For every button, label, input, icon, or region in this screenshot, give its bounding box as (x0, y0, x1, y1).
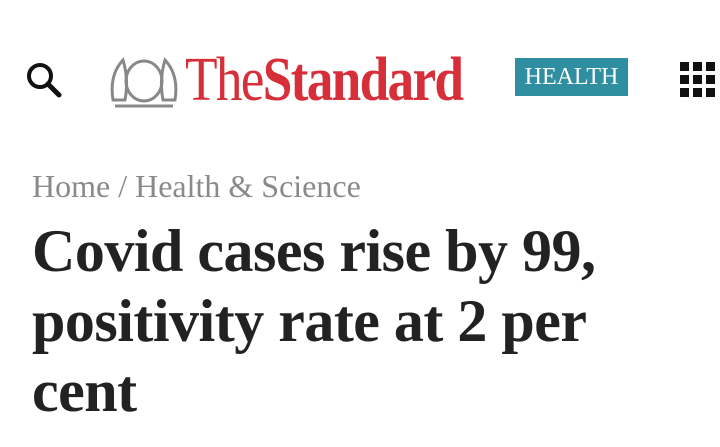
breadcrumb-link[interactable]: Health & Science (135, 168, 361, 204)
section-badge[interactable]: HEALTH (515, 58, 628, 96)
menu-icon[interactable] (680, 62, 718, 100)
search-icon[interactable] (24, 60, 64, 100)
brand-standard: Standard (262, 46, 464, 114)
brand-the: The (185, 46, 264, 114)
breadcrumb-link[interactable]: Home (32, 168, 111, 204)
breadcrumb: Home / Health & Science (32, 168, 361, 205)
logo-crest (110, 57, 178, 108)
title-line: Covid cases rise by 99, (32, 218, 596, 284)
article-title: Covid cases rise by 99, positivity rate … (32, 216, 596, 426)
brand[interactable]: TheStandard (185, 46, 464, 114)
title-line: cent (32, 358, 137, 424)
breadcrumb-separator: / (118, 168, 128, 204)
title-line: positivity rate at 2 per (32, 288, 587, 354)
